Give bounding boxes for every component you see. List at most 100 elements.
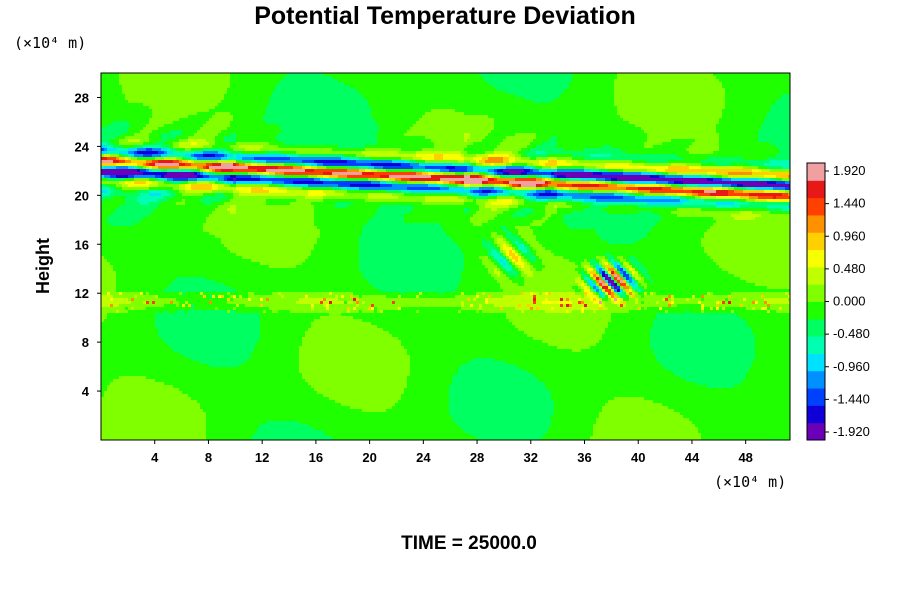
heatmap-cell: [272, 103, 275, 106]
heatmap-cell: [683, 130, 686, 133]
heatmap-cell: [311, 94, 314, 97]
heatmap-cell: [128, 88, 131, 91]
heatmap-cell: [575, 172, 578, 175]
heatmap-cell: [275, 160, 278, 163]
heatmap-cell: [731, 160, 734, 163]
heatmap-cell: [503, 82, 506, 85]
heatmap-cell: [743, 175, 746, 178]
heatmap-cell: [464, 175, 467, 178]
heatmap-cell: [179, 91, 182, 94]
heatmap-cell: [683, 79, 686, 82]
heatmap-cell: [266, 172, 269, 175]
heatmap-cell: [653, 130, 656, 133]
heatmap-cell: [278, 106, 281, 109]
heatmap-cell: [191, 163, 194, 166]
heatmap-cell: [239, 154, 242, 157]
heatmap-cell: [197, 100, 200, 103]
heatmap-cell: [194, 76, 197, 79]
heatmap-cell: [335, 178, 338, 181]
heatmap-cell: [476, 121, 479, 124]
heatmap-cell: [341, 94, 344, 97]
heatmap-cell: [617, 109, 620, 112]
heatmap-cell: [296, 130, 299, 133]
heatmap-cell: [329, 103, 332, 106]
heatmap-cell: [785, 157, 788, 160]
heatmap-cell: [164, 136, 167, 139]
heatmap-cell: [287, 148, 290, 151]
heatmap-cell: [662, 94, 665, 97]
heatmap-cell: [146, 163, 149, 166]
heatmap-cell: [377, 178, 380, 181]
heatmap-cell: [620, 91, 623, 94]
heatmap-cell: [722, 166, 725, 169]
heatmap-cell: [443, 172, 446, 175]
heatmap-cell: [407, 178, 410, 181]
heatmap-cell: [488, 175, 491, 178]
heatmap-cell: [434, 121, 437, 124]
heatmap-cell: [296, 136, 299, 139]
heatmap-cell: [341, 136, 344, 139]
heatmap-cell: [425, 157, 428, 160]
heatmap-cell: [257, 148, 260, 151]
heatmap-cell: [149, 169, 152, 172]
heatmap-cell: [641, 121, 644, 124]
heatmap-cell: [317, 163, 320, 166]
heatmap-cell: [782, 169, 785, 172]
heatmap-cell: [335, 130, 338, 133]
heatmap-cell: [455, 154, 458, 157]
heatmap-cell: [551, 85, 554, 88]
heatmap-cell: [653, 175, 656, 178]
heatmap-cell: [551, 79, 554, 82]
heatmap-cell: [743, 169, 746, 172]
heatmap-cell: [653, 79, 656, 82]
heatmap-cell: [455, 145, 458, 148]
heatmap-cell: [650, 175, 653, 178]
heatmap-cell: [644, 88, 647, 91]
heatmap-cell: [698, 91, 701, 94]
heatmap-cell: [686, 97, 689, 100]
heatmap-cell: [200, 127, 203, 130]
heatmap-cell: [326, 106, 329, 109]
heatmap-cell: [728, 166, 731, 169]
heatmap-cell: [617, 97, 620, 100]
heatmap-cell: [290, 154, 293, 157]
heatmap-cell: [671, 79, 674, 82]
heatmap-cell: [212, 139, 215, 142]
heatmap-cell: [176, 163, 179, 166]
heatmap-cell: [146, 148, 149, 151]
heatmap-cell: [434, 124, 437, 127]
heatmap-cell: [467, 169, 470, 172]
heatmap-cell: [311, 100, 314, 103]
heatmap-cell: [332, 94, 335, 97]
heatmap-cell: [632, 100, 635, 103]
heatmap-cell: [641, 106, 644, 109]
heatmap-cell: [287, 79, 290, 82]
heatmap-cell: [353, 172, 356, 175]
heatmap-cell: [338, 118, 341, 121]
heatmap-cell: [209, 175, 212, 178]
y-axis-label: Height: [33, 238, 53, 294]
heatmap-cell: [695, 121, 698, 124]
heatmap-cell: [134, 100, 137, 103]
heatmap-cell: [290, 115, 293, 118]
heatmap-cell: [563, 157, 566, 160]
heatmap-cell: [761, 130, 764, 133]
heatmap-cell: [188, 172, 191, 175]
heatmap-cell: [131, 163, 134, 166]
heatmap-cell: [467, 121, 470, 124]
heatmap-cell: [437, 124, 440, 127]
heatmap-cell: [638, 100, 641, 103]
heatmap-cell: [773, 160, 776, 163]
heatmap-cell: [776, 175, 779, 178]
heatmap-cell: [110, 151, 113, 154]
heatmap-cell: [491, 175, 494, 178]
heatmap-cell: [113, 169, 116, 172]
heatmap-cell: [242, 160, 245, 163]
heatmap-cell: [347, 106, 350, 109]
heatmap-cell: [596, 172, 599, 175]
heatmap-cell: [134, 175, 137, 178]
heatmap-cell: [575, 151, 578, 154]
heatmap-cell: [338, 91, 341, 94]
heatmap-cell: [359, 130, 362, 133]
heatmap-cell: [653, 115, 656, 118]
